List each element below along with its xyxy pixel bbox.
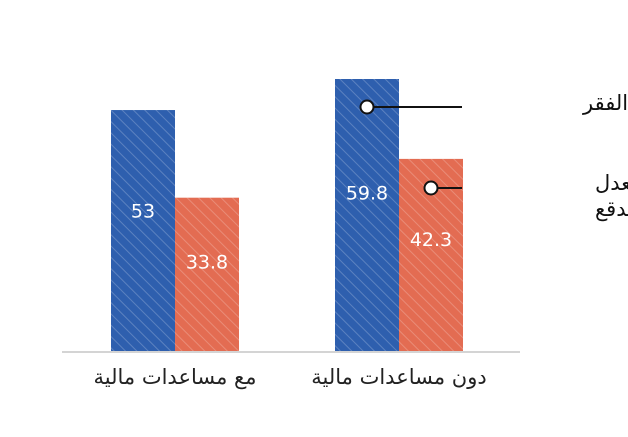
bar-0-1 xyxy=(175,198,239,352)
callout-marker xyxy=(361,101,374,114)
data-label: 59.8 xyxy=(346,183,388,205)
data-label: 42.3 xyxy=(410,229,452,251)
category-label: دون مساعدات مالية xyxy=(311,365,486,389)
legend-label: معدل الفقر xyxy=(582,91,628,115)
data-label: 53 xyxy=(131,201,155,223)
bar-hatch xyxy=(175,198,239,352)
legend-callout-0: معدل الفقر xyxy=(361,91,628,115)
category-labels-layer: مع مساعدات مالية دون مساعدات مالية xyxy=(94,365,487,389)
category-label: مع مساعدات مالية xyxy=(94,365,257,389)
bar-hatch xyxy=(335,79,399,352)
bar-hatch xyxy=(111,110,175,352)
data-label: 33.8 xyxy=(186,252,228,274)
legend-label: الفقر المدقع xyxy=(595,197,628,221)
callout-marker xyxy=(425,182,438,195)
bars-layer xyxy=(111,79,463,352)
bar-0-0 xyxy=(111,110,175,352)
legend-label: معدل xyxy=(595,171,628,195)
bar-1-0 xyxy=(335,79,399,352)
